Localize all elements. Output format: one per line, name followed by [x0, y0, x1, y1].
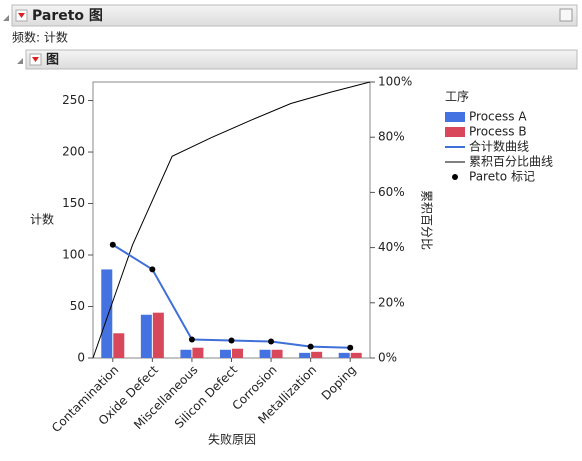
pareto-marker: [268, 338, 275, 345]
cumulative-line: [92, 81, 371, 359]
report-title: Pareto 图: [32, 8, 103, 24]
legend-swatch: [445, 127, 465, 137]
pareto-marker: [307, 343, 314, 350]
section-title: 图: [46, 53, 59, 68]
pareto-marker: [188, 336, 195, 343]
outline-toggle[interactable]: [3, 15, 9, 21]
legend-label: Process A: [469, 110, 527, 124]
pareto-marker: [109, 241, 116, 248]
menu-icon: [18, 13, 25, 18]
bar: [113, 333, 125, 358]
bar: [350, 352, 362, 358]
legend-label: 合计数曲线: [469, 139, 529, 154]
plot-frame: [92, 81, 371, 359]
y2-tick-label: 60%: [378, 185, 405, 199]
legend-label: Pareto 标记: [469, 170, 535, 184]
y-tick-label: 100: [62, 248, 85, 262]
y2-tick-label: 20%: [378, 295, 405, 309]
section-header: [25, 49, 578, 70]
y-tick-label: 50: [70, 299, 85, 313]
pareto-marker: [228, 337, 235, 344]
window-button[interactable]: [559, 8, 573, 22]
bar: [338, 352, 350, 358]
y2-tick-label: 40%: [378, 240, 405, 254]
y-axis-label: 计数: [30, 212, 54, 227]
bar: [232, 348, 243, 358]
pareto-marker: [347, 344, 354, 351]
bar: [192, 347, 204, 358]
y-tick-label: 150: [62, 196, 85, 210]
bar: [140, 314, 152, 358]
bar: [101, 269, 113, 358]
bar: [299, 352, 311, 358]
bar: [311, 351, 323, 358]
y2-axis-label: 累积百分比: [420, 190, 434, 250]
legend-swatch: [452, 174, 458, 180]
bar: [259, 349, 271, 358]
y-tick-label: 0: [77, 351, 85, 365]
legend-label: 累积百分比曲线: [469, 155, 553, 169]
y2-tick-label: 80%: [378, 130, 405, 144]
y-tick-label: 200: [62, 145, 85, 159]
legend-title: 工序: [445, 89, 469, 104]
bar: [180, 349, 192, 358]
x-axis-label: 失败原因: [208, 432, 256, 447]
bar: [152, 312, 164, 358]
menu-icon: [32, 57, 39, 62]
report-header: [11, 4, 578, 27]
y2-tick-label: 100%: [378, 75, 412, 89]
legend-label: Process B: [469, 125, 527, 139]
y-tick-label: 250: [62, 93, 85, 107]
bar: [271, 349, 283, 358]
pareto-marker: [149, 266, 156, 273]
y2-tick-label: 0%: [378, 351, 397, 365]
legend-swatch: [445, 112, 465, 122]
subtitle: 频数: 计数: [12, 30, 68, 45]
outline-toggle[interactable]: [17, 58, 23, 64]
bar: [220, 349, 231, 358]
